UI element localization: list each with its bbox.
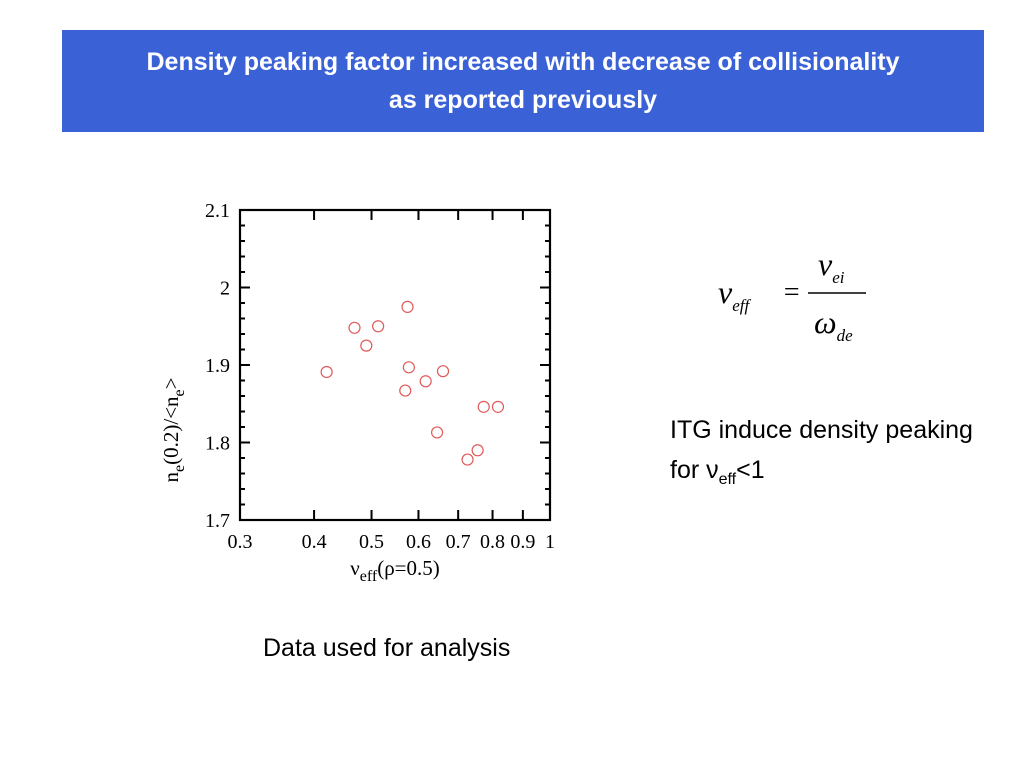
data-point <box>477 400 490 413</box>
itg-note-sub: eff <box>718 471 737 488</box>
x-tick-label: 1 <box>545 531 555 553</box>
y-tick-label: 2.1 <box>205 200 230 222</box>
y-axis-label-n: n <box>159 471 183 482</box>
itg-note: ITG induce density peaking for νeff<1 <box>670 410 990 500</box>
data-point <box>471 444 484 457</box>
slide-title-line2: as reported previously <box>388 86 658 114</box>
x-tick-label: 0.6 <box>406 531 431 553</box>
itg-note-text: ITG induce density peaking for <box>670 416 973 484</box>
y-axis-label: ne(0.2)/<ne> <box>159 378 188 483</box>
collisionality-formula: νeff = νei ωde <box>718 246 866 345</box>
x-tick-label: 0.8 <box>480 531 505 553</box>
y-tick-label: 1.7 <box>205 510 230 532</box>
plot-frame-rect <box>238 208 552 522</box>
axis-ticks <box>239 209 551 521</box>
data-point <box>491 400 505 413</box>
slide-title-line1: Density peaking factor increased with de… <box>146 48 900 76</box>
x-tick-label: 0.4 <box>302 531 327 553</box>
data-point <box>436 365 450 378</box>
slide-title-bar: Density peaking factor increased with de… <box>62 30 984 132</box>
data-points <box>320 300 505 466</box>
y-axis-label-sub1: e <box>171 465 188 472</box>
formula-numerator: νei <box>818 246 845 287</box>
caption: Data used for analysis <box>263 634 511 662</box>
data-point <box>372 320 385 333</box>
itg-note-nu: ν <box>706 456 719 484</box>
data-point <box>461 453 474 466</box>
y-tick-label: 1.9 <box>205 355 230 377</box>
x-tick-label: 0.5 <box>359 531 384 553</box>
data-point <box>401 300 414 313</box>
plot-frame <box>238 208 552 522</box>
y-tick-label: 2 <box>220 278 230 300</box>
data-point <box>360 339 373 352</box>
x-tick-labels: 0.3 0.4 0.5 0.6 0.7 0.8 0.9 1 <box>228 531 556 553</box>
data-point <box>399 384 412 397</box>
x-tick-label: 0.3 <box>228 531 253 553</box>
x-tick-label: 0.7 <box>446 531 471 553</box>
x-tick-label: 0.9 <box>510 531 535 553</box>
formula-lhs: νeff <box>718 274 751 315</box>
y-tick-label: 1.8 <box>205 433 230 455</box>
x-axis-label-rest: (ρ=0.5) <box>377 556 440 580</box>
formula-denominator: ωde <box>814 304 853 345</box>
formula-equals: = <box>782 277 801 308</box>
data-point <box>348 321 361 334</box>
y-tick-labels: 1.7 1.8 1.9 2 2.1 <box>205 200 230 532</box>
x-axis-label-sub: eff <box>360 568 378 585</box>
y-axis-label-sub2: e <box>171 389 188 396</box>
data-point <box>430 426 444 439</box>
itg-note-suffix: <1 <box>736 456 765 484</box>
data-point <box>402 361 415 374</box>
x-axis-label-symbol: ν <box>350 556 360 580</box>
scatter-chart: 1.7 1.8 1.9 2 2.1 0.3 0.4 0.5 0.6 0.7 0.8 0.9 1 νef… <box>159 200 556 585</box>
y-axis-label-end: > <box>159 378 183 390</box>
data-point <box>320 365 333 379</box>
y-axis-label-mid: (0.2)/<n <box>159 396 183 465</box>
x-axis-label: νeff(ρ=0.5) <box>350 556 440 585</box>
data-point <box>419 375 432 388</box>
